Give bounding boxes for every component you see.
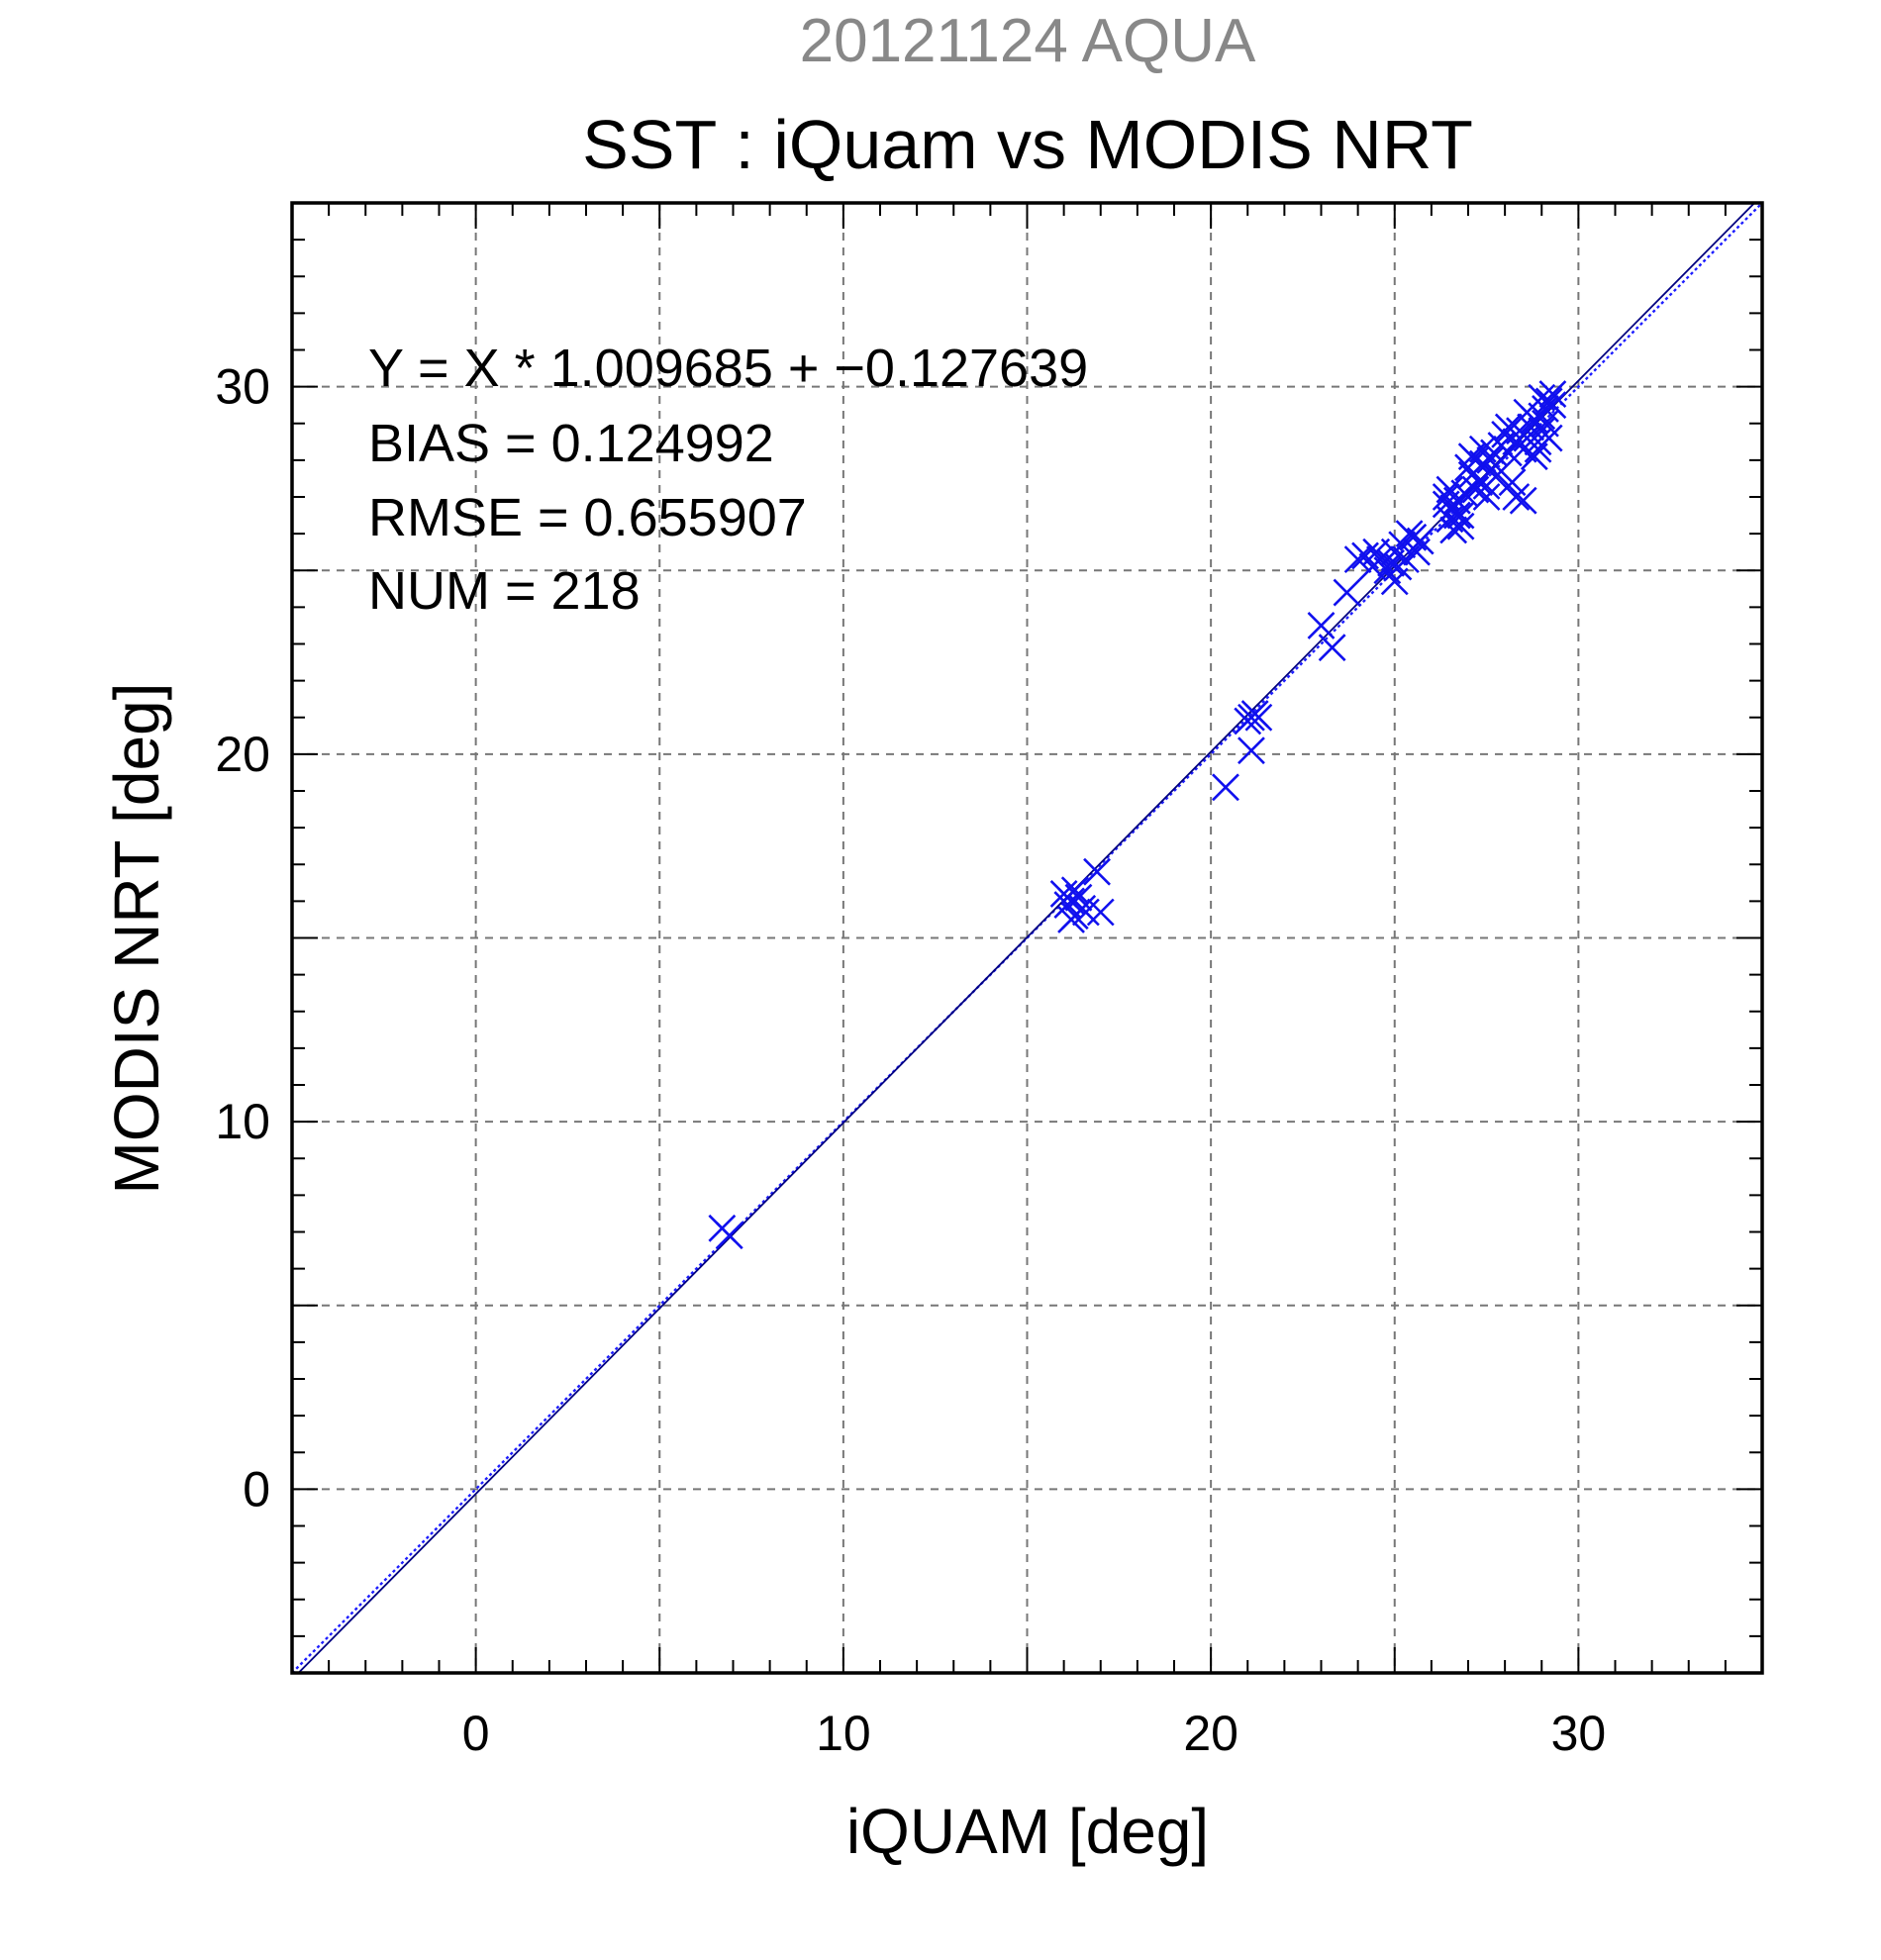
x-tick-label: 10 xyxy=(816,1706,871,1761)
chart-subtitle: 20121124 AQUA xyxy=(800,7,1256,75)
scatter-point xyxy=(1307,612,1336,639)
grid-layer xyxy=(292,203,1762,1673)
scatter-point xyxy=(1384,552,1413,581)
y-tick-label: 20 xyxy=(215,727,270,782)
scatter-point xyxy=(1439,494,1468,523)
chart-title: SST : iQuam vs MODIS NRT xyxy=(582,106,1473,183)
scatter-point xyxy=(1406,527,1435,555)
num-text: NUM = 218 xyxy=(368,561,641,621)
scatter-point xyxy=(1083,857,1111,886)
plot-frame xyxy=(290,201,1764,1675)
scatter-point xyxy=(1234,707,1262,735)
x-axis-label: iQUAM [deg] xyxy=(846,1796,1209,1867)
x-tick-label: 30 xyxy=(1551,1706,1607,1761)
rmse-text: RMSE = 0.655907 xyxy=(368,488,807,547)
scatter-point xyxy=(1534,424,1563,452)
scatter-point xyxy=(1483,460,1512,489)
scatter-point xyxy=(1064,883,1093,912)
scatter-point xyxy=(1057,906,1085,933)
x-tick-label: 0 xyxy=(462,1706,490,1761)
scatter-point xyxy=(1343,545,1372,574)
scatter-point xyxy=(1362,538,1391,566)
scatter-point xyxy=(715,1222,743,1250)
scatter-point xyxy=(1086,898,1115,927)
point-layer xyxy=(708,380,1567,1250)
scatter-point xyxy=(1436,475,1464,504)
scatter-point xyxy=(1513,398,1541,427)
y-tick-label: 0 xyxy=(243,1461,270,1517)
scatter-point xyxy=(1244,703,1273,732)
scatter-point xyxy=(1238,736,1265,765)
y-axis-label: MODIS NRT [deg] xyxy=(101,683,172,1195)
scatter-point xyxy=(1446,512,1475,540)
scatter-point xyxy=(1538,380,1567,408)
fit-equation-text: Y = X * 1.009685 + −0.127639 xyxy=(368,339,1088,398)
scatter-point xyxy=(1472,483,1501,511)
scatter-point xyxy=(1457,442,1486,471)
scatter-point xyxy=(1060,876,1089,905)
scatter-point xyxy=(1509,486,1537,515)
scatter-point xyxy=(1442,501,1471,530)
scatter-point xyxy=(1403,538,1431,566)
scatter-point xyxy=(1071,898,1100,927)
scatter-point xyxy=(1502,483,1531,511)
tick-label-layer: 0 10 20 30 0 10 20 30 xyxy=(215,359,1606,1761)
scatter-point xyxy=(1494,413,1523,441)
scatter-point xyxy=(1377,548,1405,577)
y-tick-label: 30 xyxy=(215,359,270,415)
scatter-point xyxy=(1318,634,1346,662)
scatter-point xyxy=(1333,578,1361,607)
scatter-point xyxy=(1476,445,1505,474)
x-tick-label: 20 xyxy=(1183,1706,1238,1761)
bias-text: BIAS = 0.124992 xyxy=(368,414,774,473)
y-tick-label: 10 xyxy=(215,1094,270,1149)
scatter-point xyxy=(1212,773,1239,802)
tick-layer xyxy=(292,203,1762,1673)
